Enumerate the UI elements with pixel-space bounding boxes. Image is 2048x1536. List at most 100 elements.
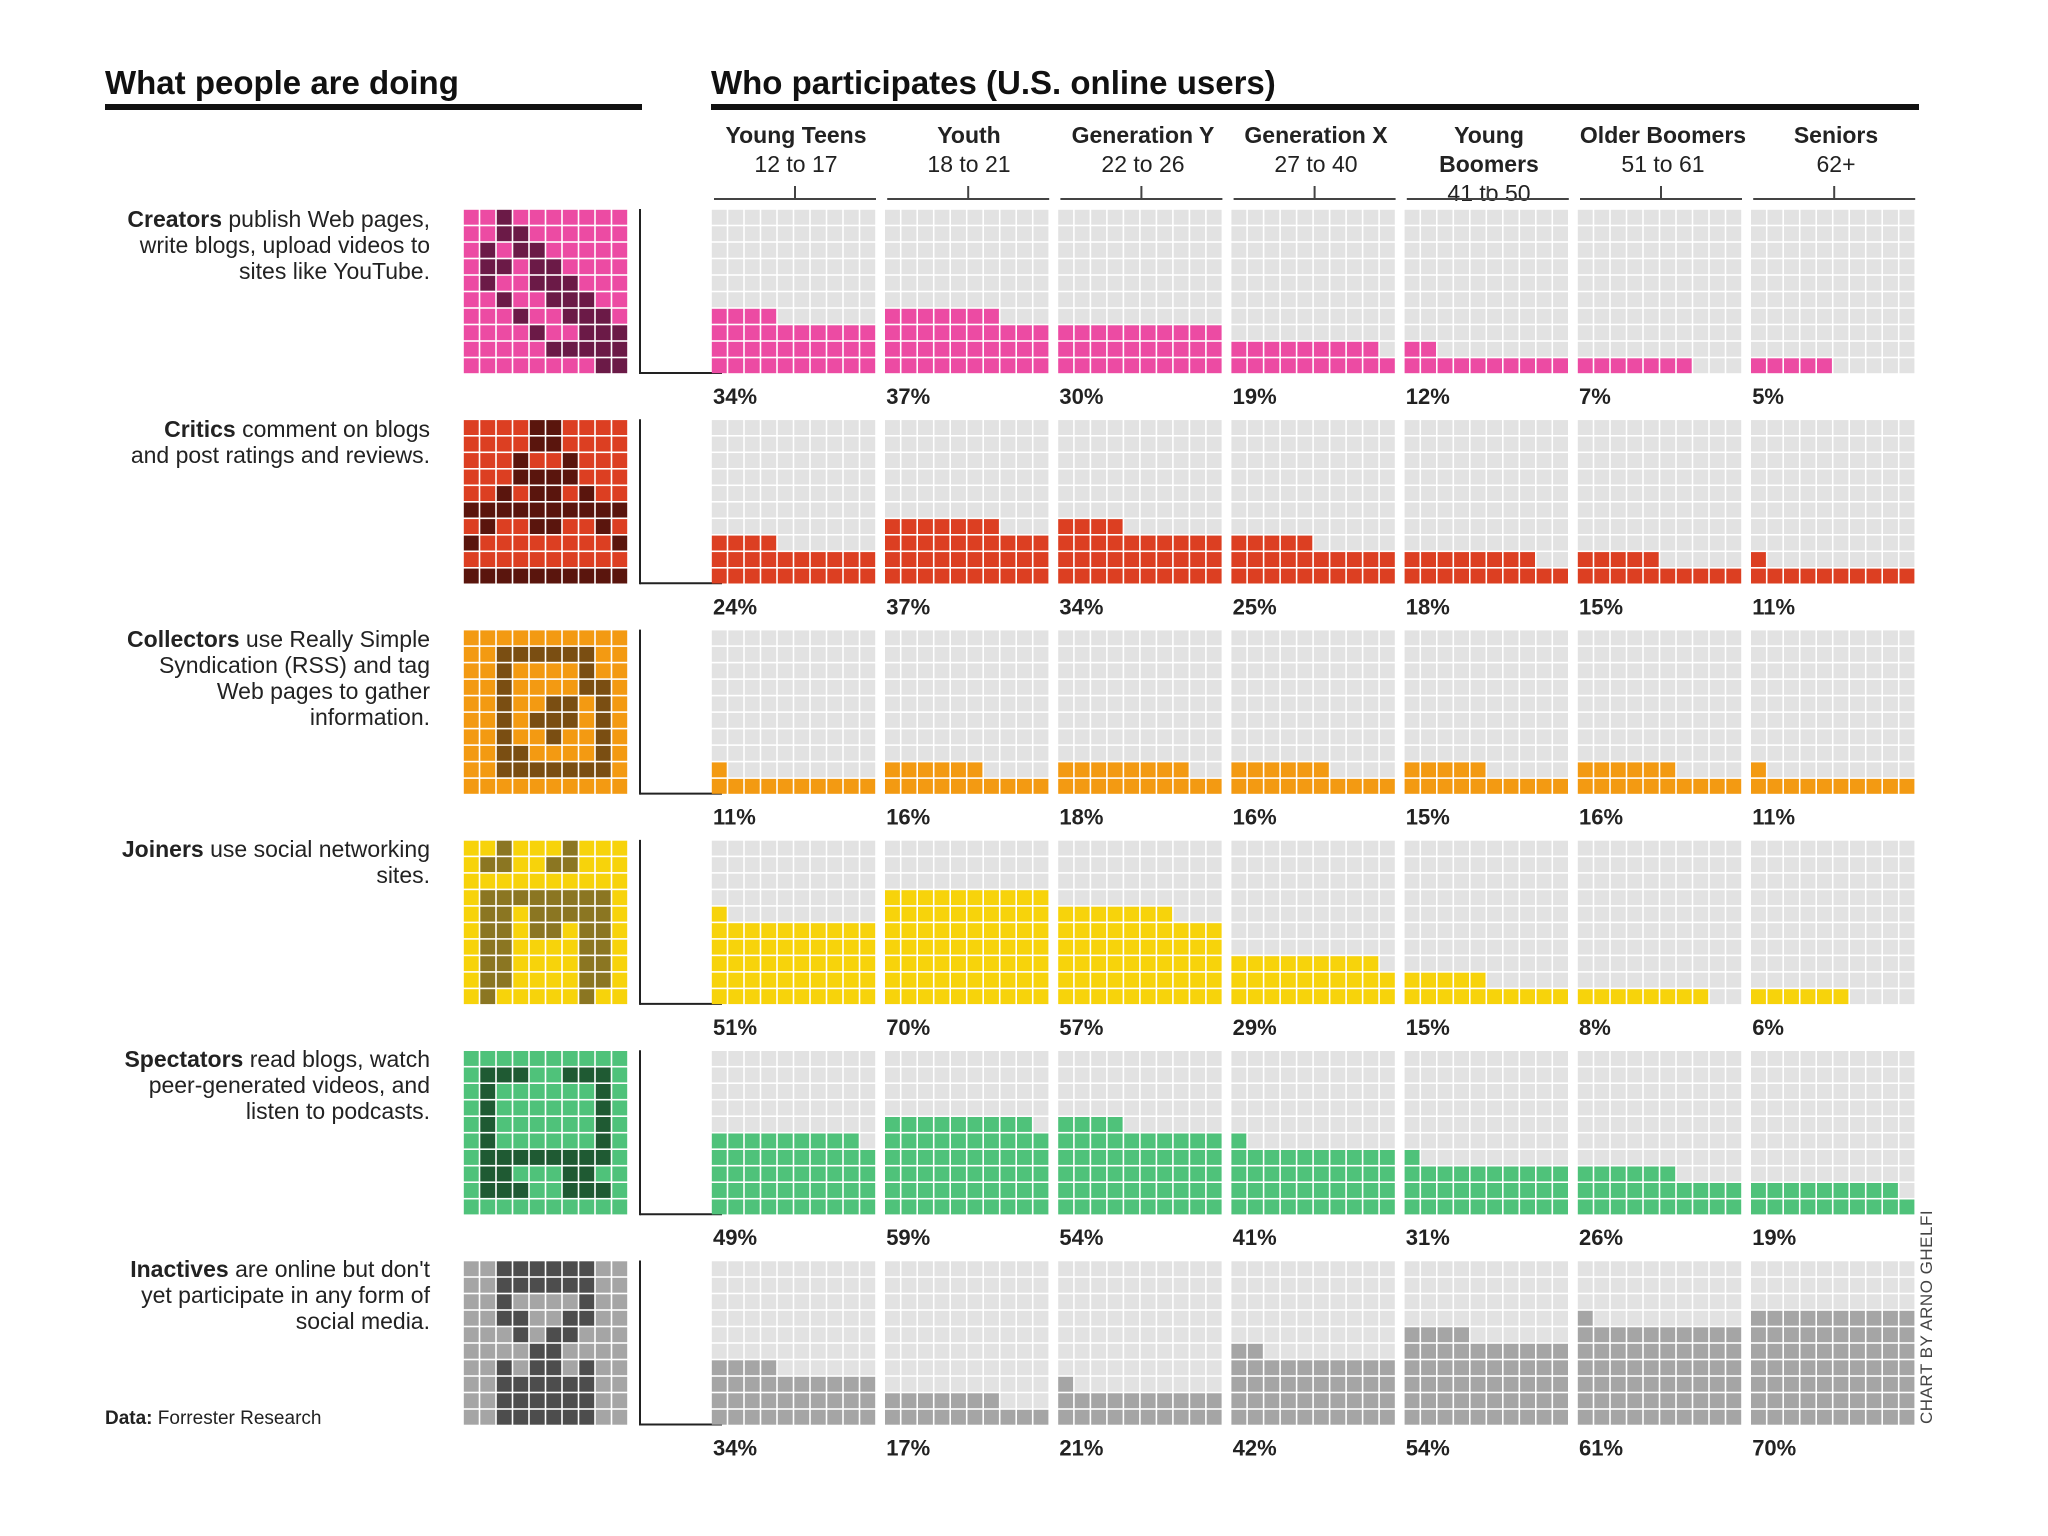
group-range: 51 to 61 [1621,151,1705,177]
group-bracket [1753,186,1916,200]
bar-collectors-seniors [1751,630,1915,794]
value-label: 11% [713,805,756,830]
bar-creators-older-boomers [1577,209,1742,374]
row-creators: 34% 37% 30% 19% 12% 7% 5% [463,209,1915,409]
bar-critics-seniors [1751,420,1915,584]
row-spectators: 49% 59% 54% 41% 31% 26% 19% [463,1050,1915,1250]
group-range: 12 to 17 [754,151,838,177]
group-header-young-boomers: Young Boomers 41 to 50 [1404,121,1574,208]
description-critics: Critics comment on blogs and post rating… [120,416,430,468]
value-label: 57% [1059,1015,1103,1040]
group-bracket [1580,186,1742,200]
description-inactives: Inactives are online but don't yet parti… [120,1256,430,1334]
bar-critics-generation-y [1058,420,1222,584]
description-collectors: Collectors use Really Simple Syndication… [120,626,430,730]
group-range: 62+ [1816,151,1856,177]
value-label: 5% [1752,384,1784,409]
value-label: 11% [1752,594,1795,619]
bar-spectators-generation-x [1231,1051,1395,1215]
people-icon [463,839,628,1005]
value-label: 19% [1752,1225,1796,1250]
value-label: 7% [1579,384,1611,409]
description-spectators: Spectators read blogs, watch peer-genera… [120,1046,430,1124]
description-joiners: Joiners use social networking sites. [120,836,430,888]
category-name: Creators [127,206,222,232]
value-label: 16% [886,805,930,830]
value-label: 15% [1406,805,1450,830]
bar-critics-young-boomers [1404,420,1568,584]
hourglass-icon [463,1260,628,1426]
value-label: 31% [1406,1225,1450,1250]
bar-collectors-generation-y [1058,630,1222,794]
value-label: 18% [1406,594,1450,619]
bar-inactives-seniors [1751,1261,1915,1425]
category-name: Critics [164,416,236,442]
data-source-text: Forrester Research [157,1408,322,1429]
value-label: 34% [1059,594,1103,619]
bar-critics-young-teens [711,420,876,584]
category-name: Spectators [124,1046,244,1072]
category-name: Collectors [127,626,240,652]
category-description: read blogs, watch peer-generated videos,… [148,1046,430,1124]
bar-spectators-youth [885,1051,1049,1215]
value-label: 6% [1752,1015,1784,1040]
value-label: 26% [1579,1225,1623,1250]
value-label: 49% [713,1225,757,1250]
bar-joiners-generation-x [1231,840,1395,1005]
bar-inactives-young-boomers [1404,1261,1568,1425]
data-source: Data: Forrester Research [105,1408,321,1430]
right-header: Who participates (U.S. online users) [711,64,1276,101]
bar-joiners-seniors [1751,840,1915,1005]
value-label: 37% [886,384,930,409]
group-name: Generation X [1244,122,1388,148]
bar-creators-young-boomers [1404,209,1568,374]
value-label: 21% [1059,1436,1103,1461]
bar-creators-youth [885,209,1049,374]
bar-inactives-young-teens [711,1261,876,1425]
bar-joiners-generation-y [1058,840,1222,1005]
group-header-young-teens: Young Teens 12 to 17 [711,121,881,179]
bar-joiners-youth [885,840,1049,1005]
row-connector [639,1260,722,1426]
bar-joiners-young-boomers [1404,840,1568,1005]
bar-spectators-young-teens [711,1051,876,1215]
bar-creators-young-teens [711,209,876,374]
value-label: 34% [713,1436,757,1461]
group-range: 22 to 26 [1101,151,1185,177]
group-header-older-boomers: Older Boomers 51 to 61 [1578,121,1748,179]
value-label: 70% [886,1015,930,1040]
group-header-generation-x: Generation X 27 to 40 [1231,121,1401,179]
folder-icon [463,629,628,795]
row-connector [639,209,722,374]
group-header-seniors: Seniors 62+ [1751,121,1921,179]
bar-critics-generation-x [1231,420,1395,584]
category-description: are online but don't yet participate in … [141,1256,430,1334]
row-joiners: 51% 70% 57% 29% 15% 8% 6% [463,839,1915,1040]
value-label: 51% [713,1015,757,1040]
category-name: Inactives [130,1256,229,1282]
value-label: 41% [1233,1225,1277,1250]
bar-spectators-young-boomers [1404,1051,1568,1215]
value-label: 37% [886,594,930,619]
bar-collectors-young-teens [711,630,876,794]
bar-critics-older-boomers [1577,420,1742,584]
category-name: Joiners [121,836,204,862]
group-name: Generation Y [1071,122,1215,148]
value-label: 54% [1406,1436,1450,1461]
group-bracket [1406,186,1569,200]
category-description: use social networking sites. [210,836,430,888]
value-label: 17% [886,1436,930,1461]
category-description: comment on blogs and post ratings and re… [130,416,430,468]
group-name: Older Boomers [1579,122,1747,148]
value-label: 30% [1059,384,1103,409]
value-label: 34% [713,384,757,409]
group-name: Youth [937,122,1001,148]
bar-collectors-youth [885,630,1049,794]
pencil-icon [463,209,628,374]
value-label: 70% [1752,1436,1796,1461]
row-inactives: 34% 17% 21% 42% 54% 61% 70% [463,1260,1915,1461]
left-header-rule [105,104,642,110]
value-label: 42% [1233,1436,1277,1461]
group-name: Young Teens [725,122,867,148]
